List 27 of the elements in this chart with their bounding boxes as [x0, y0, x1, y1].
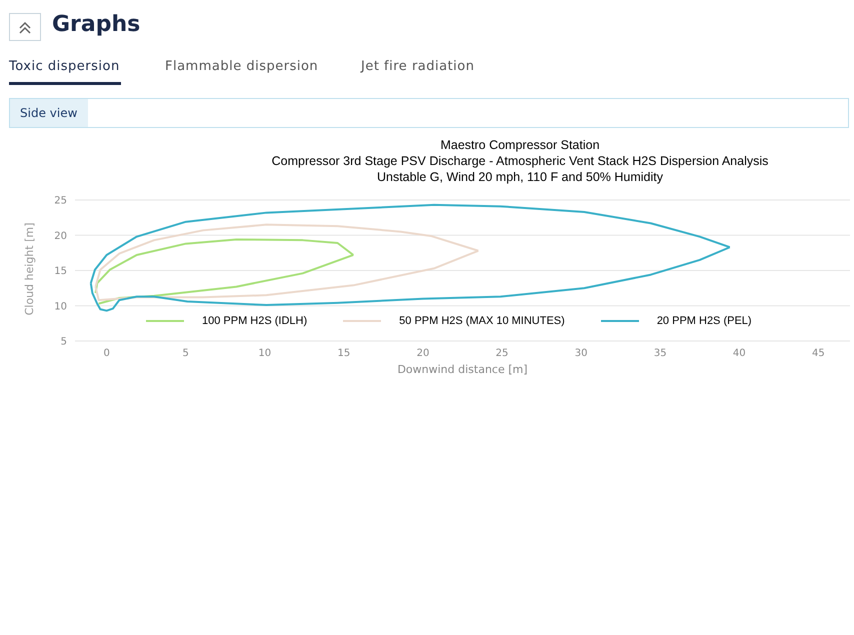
text: Flammable dispersion [165, 59, 318, 74]
x-tick-label: 35 [654, 348, 667, 360]
text: Toxic dispersion [9, 59, 120, 74]
text: Side view [10, 99, 88, 127]
x-tick-label: 5 [182, 348, 189, 360]
x-tick-label: 20 [416, 348, 430, 360]
y-tick-label: 10 [54, 301, 67, 312]
chart-subtitle: Compressor 3rd Stage PSV Discharge - Atmospheric Vent Stack H2S Dispersion Analysis Unstable G, Wind 20 mph, 110 F and 50% Humidity [270, 153, 770, 185]
x-tick-label: 15 [338, 348, 350, 360]
text: Jet fire radiation [361, 59, 474, 74]
legend-label: 50 PPM H2S (MAX 10 MINUTES) [399, 315, 565, 327]
x-tick-label: 45 [812, 348, 825, 360]
y-tick-label: 15 [54, 266, 67, 278]
x-tick-label: 25 [496, 348, 508, 360]
x-tick-label: 30 [574, 348, 588, 360]
x-tick-label: 10 [258, 348, 272, 360]
y-tick-label: 25 [54, 196, 67, 207]
x-axis-title: Downwind distance [m] [397, 363, 528, 376]
chart-title: Maestro Compressor Station [439, 137, 601, 153]
y-axis-title: Cloud height [m] [23, 222, 37, 318]
y-tick-label: 20 [54, 230, 67, 242]
y-tick-label: 5 [60, 336, 67, 348]
x-tick-label: 0 [103, 348, 110, 360]
x-tick-label: 40 [732, 348, 746, 360]
text: Graphs [52, 12, 140, 37]
legend-label: 100 PPM H2S (IDLH) [202, 315, 308, 327]
legend-label: 20 PPM H2S (PEL) [656, 315, 752, 327]
